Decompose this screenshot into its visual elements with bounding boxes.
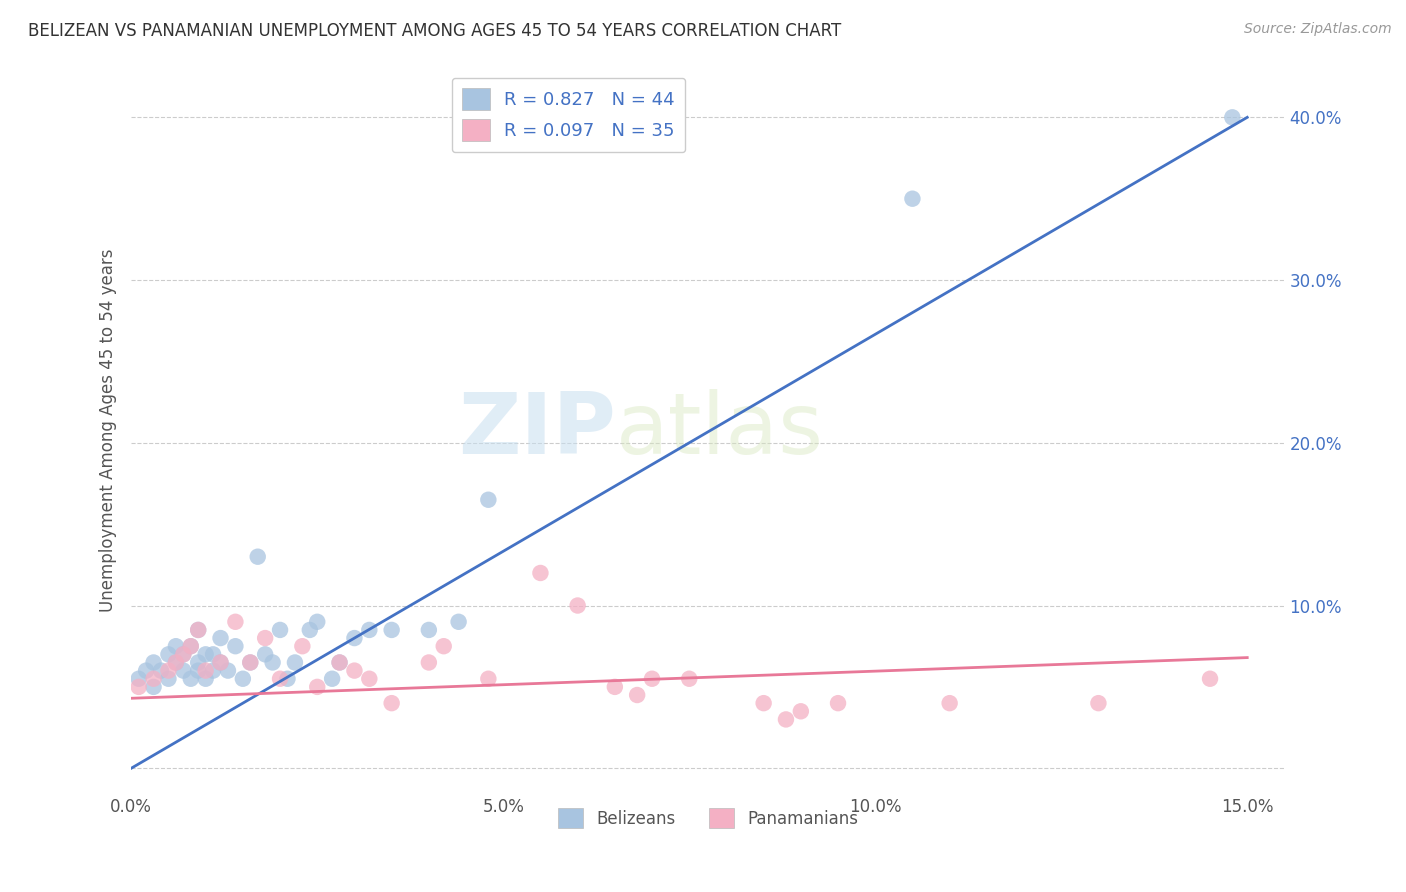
Point [202,648,225,662]
Point [1199,672,1222,686]
Y-axis label: Unemployment Among Ages 45 to 54 years: Unemployment Among Ages 45 to 54 years [100,249,117,612]
Text: ZIP: ZIP [458,389,616,472]
Point [1087,696,1109,710]
Point [307,680,329,694]
Point [790,704,813,718]
Point [276,672,298,686]
Point [901,192,924,206]
Point [1220,111,1243,125]
Point [603,680,626,694]
Point [343,631,366,645]
Point [202,664,225,678]
Point [180,672,202,686]
Point [142,680,165,694]
Point [135,664,157,678]
Point [418,656,440,670]
Point [142,672,165,686]
Point [157,672,180,686]
Point [187,623,209,637]
Point [194,672,217,686]
Point [172,648,194,662]
Point [180,639,202,653]
Point [381,696,404,710]
Point [254,648,277,662]
Point [329,656,352,670]
Point [187,623,209,637]
Point [165,656,187,670]
Point [157,648,180,662]
Point [752,696,775,710]
Point [209,656,232,670]
Point [194,648,217,662]
Point [128,680,150,694]
Point [142,656,165,670]
Point [239,656,262,670]
Point [775,713,797,727]
Point [321,672,343,686]
Point [254,631,277,645]
Point [381,623,404,637]
Point [359,623,381,637]
Point [165,656,187,670]
Point [938,696,960,710]
Point [307,615,329,629]
Point [529,566,551,580]
Point [626,688,648,702]
Point [641,672,664,686]
Point [217,664,239,678]
Point [180,639,202,653]
Point [291,639,314,653]
Point [224,615,246,629]
Point [567,599,589,613]
Point [298,623,321,637]
Text: atlas: atlas [616,389,824,472]
Point [343,664,366,678]
Point [128,672,150,686]
Point [172,664,194,678]
Point [269,623,291,637]
Point [157,664,180,678]
Point [269,672,291,686]
Point [209,631,232,645]
Point [827,696,849,710]
Point [187,664,209,678]
Point [359,672,381,686]
Point [209,656,232,670]
Legend: Belizeans, Panamanians: Belizeans, Panamanians [551,801,865,835]
Point [477,672,499,686]
Point [329,656,352,670]
Point [232,672,254,686]
Point [150,664,173,678]
Point [284,656,307,670]
Text: BELIZEAN VS PANAMANIAN UNEMPLOYMENT AMONG AGES 45 TO 54 YEARS CORRELATION CHART: BELIZEAN VS PANAMANIAN UNEMPLOYMENT AMON… [28,22,841,40]
Point [165,639,187,653]
Point [418,623,440,637]
Point [224,639,246,653]
Point [187,656,209,670]
Text: Source: ZipAtlas.com: Source: ZipAtlas.com [1244,22,1392,37]
Point [678,672,700,686]
Point [447,615,470,629]
Point [239,656,262,670]
Point [172,648,194,662]
Point [477,492,499,507]
Point [262,656,284,670]
Point [433,639,456,653]
Point [194,664,217,678]
Point [246,549,269,564]
